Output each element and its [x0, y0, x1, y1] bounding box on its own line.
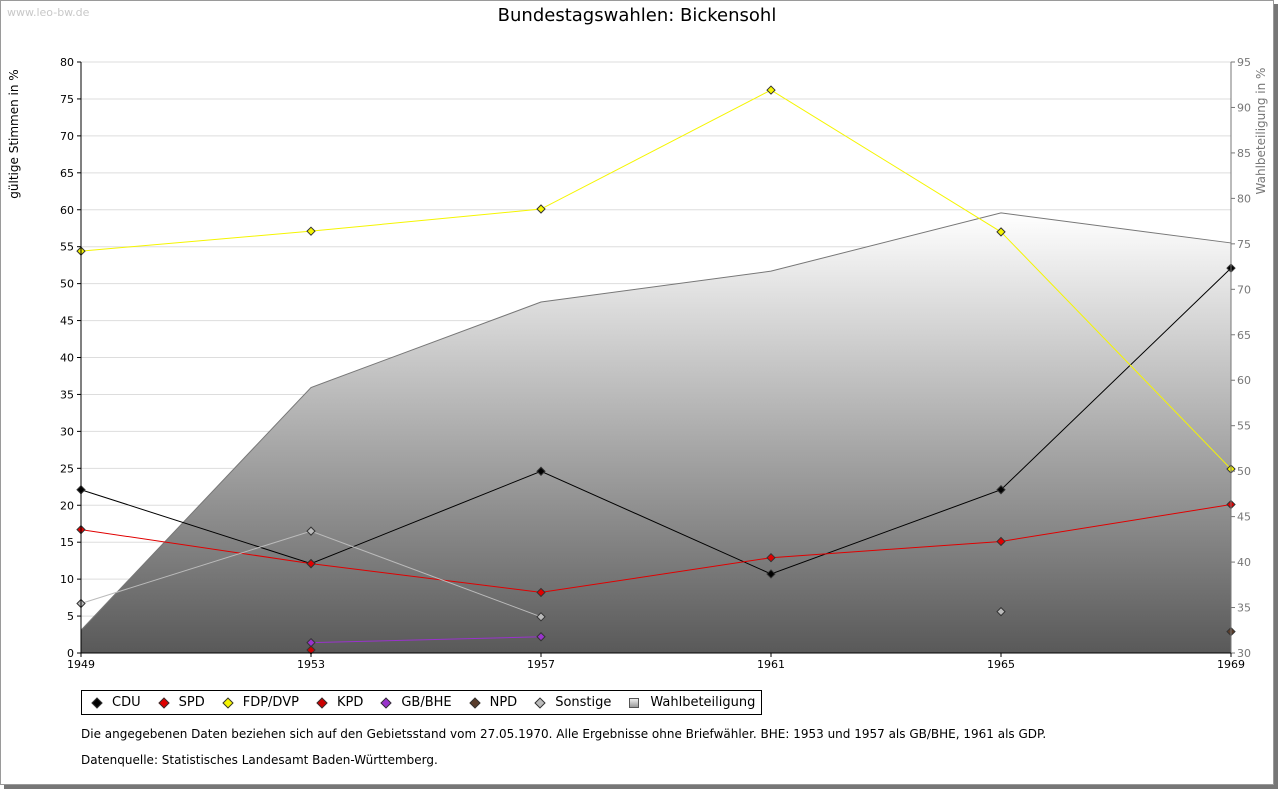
y-tick-label: 0	[67, 647, 74, 660]
legend-label: Wahlbeteiligung	[650, 695, 756, 710]
axes: 0 5 10 15 20 25 30 35 40 45 50 55 60 65 70 75 80 30 35 40 45…	[60, 56, 1251, 671]
y2-tick-label: 90	[1237, 101, 1251, 114]
y-tick-label: 30	[60, 425, 74, 438]
y2-tick-label: 60	[1237, 374, 1251, 387]
y-tick-label: 80	[60, 56, 74, 69]
data-point-spd	[536, 587, 546, 598]
turnout-area-fill	[81, 212, 1231, 653]
series-line-gbbhe	[310, 636, 542, 644]
legend-marker	[316, 696, 328, 709]
legend-item-kpd: KPD	[313, 695, 363, 710]
legend-item-spd: SPD	[155, 695, 205, 710]
series-line-fdpdvp	[80, 89, 1232, 470]
y-tick-label: 10	[60, 573, 74, 586]
data-point-fdpdvp	[766, 85, 776, 95]
x-tick-label: 1969	[1217, 658, 1245, 671]
data-point-cdu	[996, 485, 1006, 495]
y-tick-label: 20	[60, 499, 74, 512]
x-tick-label: 1949	[67, 658, 95, 671]
data-point-cdu	[536, 466, 546, 476]
y-tick-label: 25	[60, 462, 74, 475]
y2-tick-label: 85	[1237, 147, 1251, 160]
legend-marker	[91, 696, 103, 709]
chart-title: Bundestagswahlen: Bickensohl	[497, 5, 777, 26]
data-point-fdpdvp	[306, 226, 316, 236]
legend-item-cdu: CDU	[88, 695, 141, 710]
data-point-spd	[996, 536, 1006, 547]
turnout-area-outline	[80, 212, 1232, 631]
legend-marker	[157, 696, 170, 709]
x-tick-label: 1965	[987, 658, 1015, 671]
y2-axis-label: Wahlbeteiligung in %	[1254, 68, 1268, 195]
legend-item-fdpdvp: FDP/DVP	[219, 695, 299, 710]
y2-tick-label: 55	[1237, 420, 1251, 433]
legend-marker	[468, 696, 481, 709]
y-tick-label: 40	[60, 352, 74, 365]
data-point-fdpdvp	[996, 227, 1006, 237]
data-point-spd	[306, 558, 316, 569]
legend-item-npd: NPD	[466, 695, 518, 710]
legend-marker	[629, 697, 640, 708]
data-point-fdpdvp	[536, 204, 546, 214]
note-datenquelle: Datenquelle: Statistisches Landesamt Bad…	[81, 753, 438, 767]
x-tick-label: 1957	[527, 658, 555, 671]
legend-item-sonstige: Sonstige	[531, 695, 611, 710]
watermark: www.leo-bw.de	[7, 6, 90, 19]
series-line-spd	[80, 504, 1232, 593]
data-point-cdu	[766, 569, 776, 579]
legend-label: CDU	[112, 695, 141, 710]
legend-item-wahlbeteiligung: Wahlbeteiligung	[625, 695, 755, 710]
series-lines	[76, 85, 1236, 655]
y-axis-label: gültige Stimmen in %	[7, 69, 21, 198]
data-point-gbbhe	[536, 632, 546, 642]
x-tick-label: 1961	[757, 658, 785, 671]
y-tick-label: 15	[60, 536, 74, 549]
y2-tick-label: 45	[1237, 511, 1251, 524]
note-gebietsstand: Die angegebenen Daten beziehen sich auf …	[81, 727, 1047, 741]
legend-label: Sonstige	[555, 695, 612, 710]
y-tick-label: 75	[60, 93, 74, 106]
y2-tick-label: 75	[1237, 238, 1251, 251]
y-tick-label: 70	[60, 130, 74, 143]
chart-svg: 0 5 10 15 20 25 30 35 40 45 50 55 60 65 70 75 80 30 35 40 45…	[7, 56, 1268, 671]
y-tick-label: 35	[60, 388, 74, 401]
y2-tick-label: 30	[1237, 647, 1251, 660]
data-point-gbbhe	[306, 637, 316, 648]
y-tick-label: 60	[60, 204, 74, 217]
legend-label: GB/BHE	[401, 695, 452, 710]
legend-label: KPD	[336, 695, 364, 710]
y-tick-label: 65	[60, 167, 74, 180]
y2-tick-label: 95	[1237, 56, 1251, 69]
y-tick-label: 5	[67, 610, 74, 623]
y2-tick-label: 40	[1237, 556, 1251, 569]
data-point-spd	[766, 552, 776, 563]
legend-marker	[534, 696, 546, 709]
y2-tick-label: 80	[1237, 192, 1251, 205]
series-line-cdu	[80, 267, 1232, 575]
data-point-sonstige	[996, 606, 1006, 617]
y2-tick-label: 50	[1237, 465, 1251, 478]
data-point-sonstige	[306, 526, 316, 536]
x-tick-label: 1953	[297, 658, 325, 671]
y2-tick-label: 35	[1237, 602, 1251, 615]
y2-tick-label: 70	[1237, 283, 1251, 296]
y-tick-label: 55	[60, 241, 74, 254]
legend-label: FDP/DVP	[242, 695, 299, 710]
legend-marker	[380, 696, 392, 709]
data-point-sonstige	[536, 612, 546, 622]
legend-marker	[222, 696, 234, 709]
y-tick-label: 45	[60, 315, 74, 328]
turnout-area	[80, 212, 1232, 653]
y-tick-label: 50	[60, 278, 74, 291]
y2-tick-label: 65	[1237, 329, 1251, 342]
legend: CDU SPD FDP/DVP KPD GB/BHE NPD Sonstige Wahlbet…	[81, 690, 763, 715]
legend-label: SPD	[178, 695, 205, 710]
legend-item-gbbhe: GB/BHE	[377, 695, 452, 710]
legend-label: NPD	[489, 695, 518, 710]
